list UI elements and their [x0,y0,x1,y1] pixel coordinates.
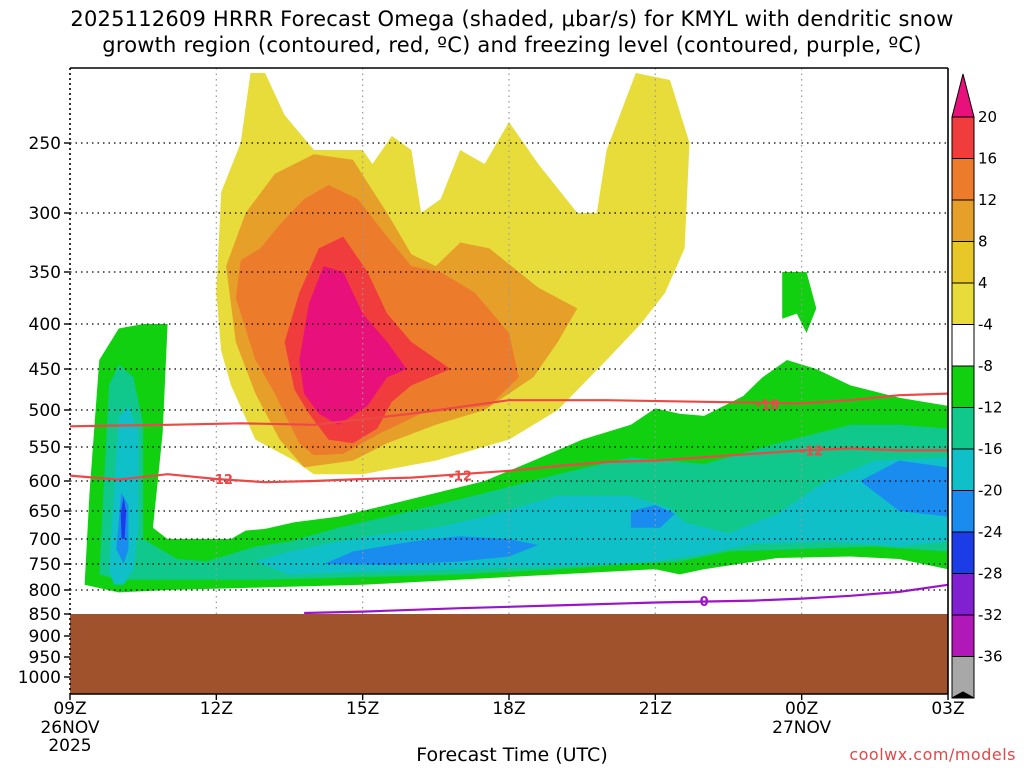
colorbar-label-12: 12 [978,191,997,209]
colorbar-label--20: -20 [978,482,1003,500]
y-tick-label-400: 400 [29,315,61,335]
x-tick-label-03Z: 03Z [931,699,964,719]
x-tick-sublabel-00Z-0: 27NOV [772,718,831,738]
colorbar-box-5 [951,282,975,325]
omega-region-20-4 [299,266,407,425]
contour-line-0 [304,583,948,615]
omega-region--16-12 [860,460,948,517]
colorbar-box-9 [951,448,975,491]
omega-region--8-6 [99,364,948,580]
colorbar-label--16: -16 [978,440,1003,458]
y-tick-label-700: 700 [29,530,61,550]
colorbar-label--24: -24 [978,523,1003,541]
colorbar-label--28: -28 [978,565,1003,583]
y-tick-label-850: 850 [29,605,61,625]
contour-line--18 [70,392,948,428]
chart-title-line-1: 2025112609 HRRR Forecast Omega (shaded, … [70,7,954,31]
colorbar-top-arrow [951,73,975,118]
colorbar-label--4: -4 [978,316,993,334]
chart-title-line-2: growth region (contoured, red, ºC) and f… [102,33,922,57]
y-tick-label-750: 750 [29,555,61,575]
omega-region--12-7 [109,405,139,585]
colorbar-box-6 [951,324,975,367]
y-tick-label-500: 500 [29,401,61,421]
omega-region--16-10 [323,536,539,565]
colorbar-box-8 [951,407,975,450]
colorbar-label-20: 20 [978,108,997,126]
colorbar-box-2 [951,158,975,201]
credit-link[interactable]: coolwx.com/models [849,745,1016,764]
contour-label-0: 0 [700,595,709,610]
colorbar-label--8: -8 [978,357,993,375]
contour-label--12c: -12 [800,444,824,459]
contour-line--12 [70,447,948,484]
colorbar-box-3 [951,199,975,242]
y-tick-label-600: 600 [29,472,61,492]
colorbar-box-7 [951,365,975,408]
y-tick-label-350: 350 [29,263,61,283]
colorbar-label--36: -36 [978,648,1003,666]
y-axis: 2503003504004505005506006507007508008509… [18,134,70,688]
omega-region--20-13 [120,496,127,539]
y-tick-label-1000: 1000 [18,668,61,688]
y-tick-label-300: 300 [29,204,61,224]
y-tick-label-650: 650 [29,502,61,522]
colorbar-label-8: 8 [978,233,988,251]
colorbar-box-12 [951,573,975,616]
grid-layer [70,68,948,614]
omega-fill-layer [70,68,948,694]
y-tick-label-900: 900 [29,627,61,647]
contour-layer: -18 -12 -12 -12 0 [70,392,948,615]
ground-terrain [70,614,948,694]
x-tick-label-09Z: 09Z [53,699,86,719]
colorbar-box-1 [951,116,975,159]
x-tick-label-15Z: 15Z [346,699,379,719]
x-axis-label: Forecast Time (UTC) [416,744,608,766]
colorbar-bottom-arrow [951,691,975,699]
y-tick-label-950: 950 [29,648,61,668]
colorbar-label-4: 4 [978,274,988,292]
colorbar: 20 16 12 8 4 -4 -8 -12 -16 -20 -24 -28 -32 -36 [951,73,1003,699]
colorbar-box-4 [951,241,975,284]
chart-title: 2025112609 HRRR Forecast Omega (shaded, … [0,6,1024,58]
colorbar-label-16: 16 [978,150,997,168]
contour-label--18: -18 [756,398,780,413]
colorbar-box-10 [951,490,975,533]
y-tick-label-250: 250 [29,134,61,154]
omega-region--16-11 [630,505,675,528]
colorbar-box-11 [951,531,975,574]
ground-layer [70,614,948,694]
contour-label--12b: -12 [448,470,472,485]
colorbar-label--32: -32 [978,606,1003,624]
x-tick-sublabel-09Z-1: 2025 [48,736,91,756]
x-tick-label-21Z: 21Z [639,699,672,719]
y-tick-label-550: 550 [29,438,61,458]
x-tick-label-00Z: 00Z [785,699,818,719]
x-tick-label-12Z: 12Z [200,699,233,719]
y-tick-label-450: 450 [29,360,61,380]
y-tick-label-800: 800 [29,581,61,601]
colorbar-box-13 [951,614,975,657]
x-tick-sublabel-09Z-0: 26NOV [40,718,99,738]
colorbar-label--12: -12 [978,399,1003,417]
omega-region--4-14 [782,272,817,333]
x-tick-label-18Z: 18Z [492,699,525,719]
contour-label--12: -12 [209,473,233,488]
